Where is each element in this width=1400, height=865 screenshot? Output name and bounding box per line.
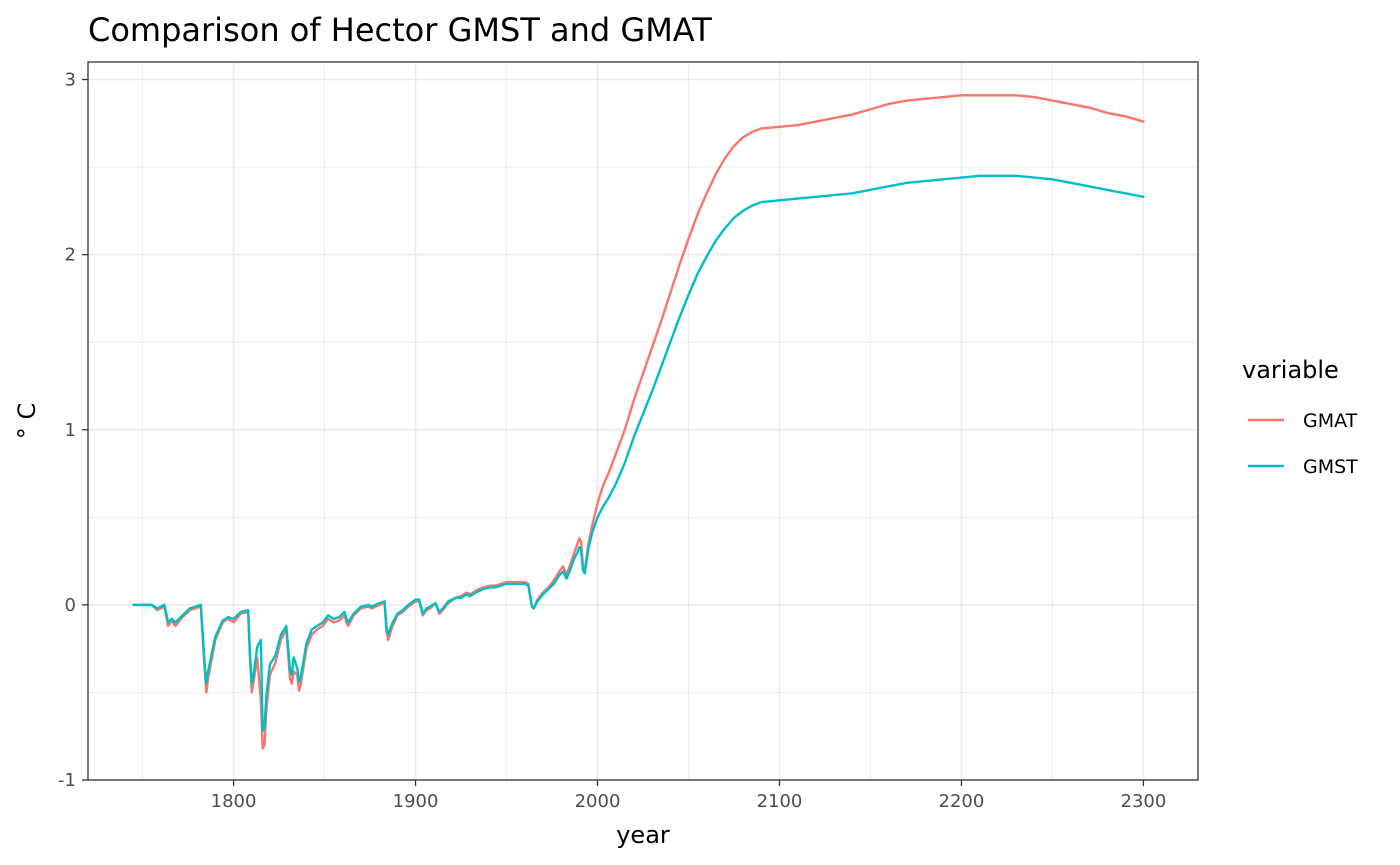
series-line-gmst <box>132 174 1145 733</box>
x-tick-label: 2000 <box>575 791 621 812</box>
series-line-gmat <box>132 94 1145 750</box>
y-tick-label: 3 <box>65 70 76 91</box>
y-tick-label: 2 <box>65 245 76 266</box>
x-tick-label: 2200 <box>939 791 985 812</box>
y-tick-label: 1 <box>65 420 76 441</box>
x-tick-label: 2100 <box>757 791 803 812</box>
series-lines <box>132 94 1145 750</box>
x-axis-label: year <box>616 821 670 849</box>
y-tick-label: 0 <box>65 595 76 616</box>
chart-title: Comparison of Hector GMST and GMAT <box>88 11 712 49</box>
plot-panel <box>87 61 1199 781</box>
legend-title: variable <box>1242 356 1339 384</box>
x-axis: 1800 1900 2000 2100 2200 2300 <box>211 780 1167 812</box>
y-axis-label: ° C <box>13 403 41 439</box>
x-tick-label: 1900 <box>393 791 439 812</box>
y-axis: -1 0 1 2 3 <box>58 70 88 791</box>
y-tick-label: -1 <box>58 770 76 791</box>
x-tick-label: 1800 <box>211 791 257 812</box>
legend-label-gmat: GMAT <box>1303 410 1358 432</box>
legend: variable GMAT GMST <box>1242 356 1358 478</box>
legend-label-gmst: GMST <box>1303 456 1358 478</box>
x-tick-label: 2300 <box>1121 791 1167 812</box>
